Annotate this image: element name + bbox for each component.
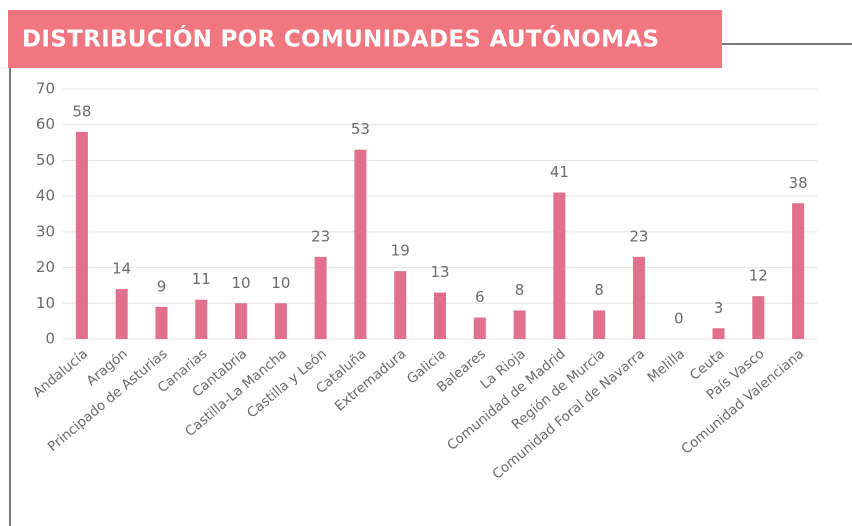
bar	[434, 292, 446, 339]
data-label: 8	[594, 281, 604, 299]
bar	[274, 303, 287, 339]
bar	[712, 328, 725, 339]
bar	[473, 317, 486, 339]
data-label: 23	[629, 227, 648, 245]
data-label: 6	[475, 288, 485, 306]
bar	[75, 131, 88, 339]
data-label: 8	[515, 281, 525, 299]
bar	[115, 289, 128, 339]
bar	[314, 256, 327, 339]
data-label: 23	[311, 227, 330, 245]
data-label: 19	[391, 242, 410, 260]
bar	[553, 192, 566, 339]
bar	[632, 256, 645, 339]
y-tick-label: 60	[36, 115, 55, 133]
y-tick-label: 30	[36, 222, 55, 240]
data-label: 10	[232, 274, 251, 292]
title-banner	[8, 10, 722, 68]
bar	[235, 303, 248, 339]
y-tick-label: 0	[45, 330, 55, 348]
bar	[792, 203, 805, 339]
chart-title: DISTRIBUCIÓN POR COMUNIDADES AUTÓNOMAS	[22, 25, 659, 53]
data-label: 38	[789, 174, 808, 192]
y-tick-label: 50	[36, 151, 55, 169]
bar	[195, 299, 208, 339]
data-label: 53	[351, 120, 370, 138]
y-tick-label: 40	[36, 187, 55, 205]
x-tick-label: Andalucía	[30, 346, 91, 401]
bar	[394, 271, 407, 339]
bar	[155, 306, 168, 339]
data-label: 41	[550, 163, 569, 181]
data-label: 0	[674, 310, 684, 328]
bar	[752, 296, 765, 339]
y-tick-label: 20	[36, 258, 55, 276]
data-label: 11	[192, 270, 211, 288]
y-tick-label: 10	[36, 294, 55, 312]
data-label: 12	[749, 267, 768, 285]
y-tick-label: 70	[36, 80, 55, 98]
data-label: 14	[112, 260, 131, 278]
data-label: 3	[714, 299, 724, 317]
data-label: 13	[430, 263, 449, 281]
bar	[354, 149, 367, 339]
bar	[593, 310, 606, 339]
x-tick-label: Melilla	[644, 346, 687, 386]
data-label: 58	[72, 102, 91, 120]
x-tick-label: Extremadura	[332, 346, 410, 415]
data-label: 9	[157, 277, 167, 295]
bar	[513, 310, 526, 339]
data-label: 10	[271, 274, 290, 292]
